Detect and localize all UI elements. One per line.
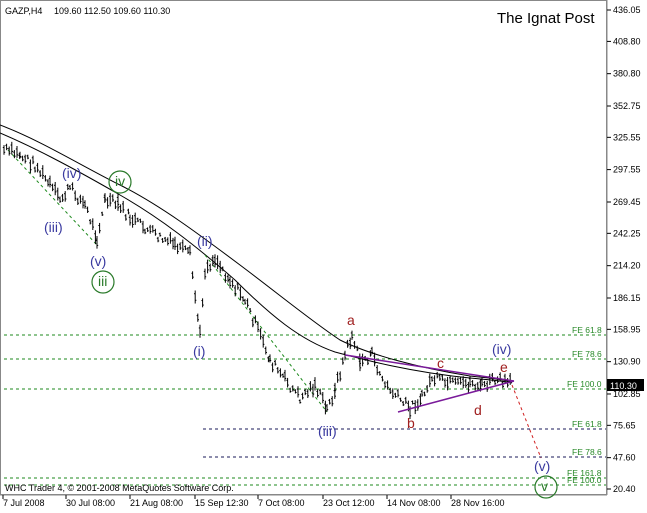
- price-tick-label: 297.55: [613, 165, 641, 175]
- wave-label: (iii): [318, 423, 337, 439]
- time-axis: 7 Jul 2008 30 Jul 08:00 21 Aug 08:00 15 Sep…: [2, 495, 505, 508]
- price-tick-label: 102.85: [613, 389, 641, 399]
- wave-label-circle: [91, 270, 115, 294]
- time-tick-label: 21 Aug 08:00: [130, 498, 183, 508]
- wave-label: e: [500, 359, 508, 375]
- price-tick-label: 20.40: [613, 484, 636, 494]
- price-tick-label: 408.80: [613, 36, 641, 46]
- triangle-pattern: [344, 354, 542, 459]
- time-tick-label: 7 Jul 2008: [3, 498, 45, 508]
- price-tick-label: 269.45: [613, 197, 641, 207]
- wave-label: (v): [534, 458, 550, 474]
- wave-label: iv: [115, 173, 125, 189]
- price-tick-label: 325.55: [613, 132, 641, 142]
- ohlc-values: 109.60 112.50 109.60 110.30: [54, 6, 170, 16]
- wave-label: c: [437, 355, 444, 371]
- fib-level-label: FE 78.6: [572, 349, 602, 359]
- price-tick-label: 75.65: [613, 420, 636, 430]
- trend-line-1: [7, 149, 98, 246]
- current-price-value: 110.30: [610, 381, 637, 391]
- triangle-upper-line: [344, 354, 515, 382]
- price-tick-label: 436.05: [613, 5, 641, 15]
- price-axis: 436.05 408.80 380.80 352.75 325.55 297.55 269.…: [607, 5, 641, 494]
- wave-label: a: [347, 312, 355, 328]
- wave-label: (ii): [197, 233, 213, 249]
- time-tick-label: 7 Oct 08:00: [258, 498, 305, 508]
- wave-label-circle: [534, 475, 558, 499]
- price-tick-label: 47.60: [613, 453, 636, 463]
- brand-title: The Ignat Post: [497, 10, 595, 27]
- fib-level-label: FE 100.0: [567, 475, 602, 485]
- fib-level-label: FE 61.8: [572, 325, 602, 335]
- fib-level-label: FE 100.0: [567, 379, 602, 389]
- fib-level-label: FE 161.8: [567, 468, 602, 478]
- time-tick-label: 15 Sep 12:30: [195, 498, 249, 508]
- price-tick-label: 380.80: [613, 69, 641, 79]
- time-tick-label: 23 Oct 12:00: [323, 498, 375, 508]
- fib-level-label: FE 78.6: [572, 447, 602, 457]
- wave-label: d: [474, 402, 482, 418]
- symbol-label: GAZP,H4: [5, 6, 42, 16]
- wave-label-circle: [108, 170, 132, 194]
- wave-label: (iv): [62, 165, 81, 181]
- price-tick-label: 158.95: [613, 324, 641, 334]
- price-tick-label: 186.15: [613, 293, 641, 303]
- price-tick-label: 352.75: [613, 101, 641, 111]
- time-tick-label: 14 Nov 08:00: [387, 498, 441, 508]
- time-tick-label: 30 Jul 08:00: [66, 498, 115, 508]
- time-tick-label: 28 Nov 16:00: [451, 498, 505, 508]
- wave-label: iii: [98, 273, 107, 289]
- wave-label: (i): [193, 343, 205, 359]
- triangle-lower-line: [397, 380, 515, 413]
- projection-line: [511, 384, 542, 459]
- wave-label: (v): [90, 253, 106, 269]
- price-tick-label: 130.90: [613, 357, 641, 367]
- wave-label: b: [407, 415, 415, 431]
- current-price-tag: 110.30: [607, 379, 644, 391]
- wave-label: v: [541, 478, 548, 494]
- wave-label: (iv): [492, 341, 511, 357]
- price-tick-label: 214.20: [613, 261, 641, 271]
- wave-label: (iii): [44, 219, 63, 235]
- fib-level-label: FE 61.8: [572, 419, 602, 429]
- wave-labels: (iii) (iv) (v) iii iv (ii) (i) (iii) a b c d e (iv) (v…: [44, 165, 558, 499]
- ma-line-slow: [0, 124, 513, 383]
- copyright-text: WHC Trader 4, © 2001-2008 MetaQuotes Sof…: [5, 483, 234, 493]
- price-tick-label: 242.25: [613, 228, 641, 238]
